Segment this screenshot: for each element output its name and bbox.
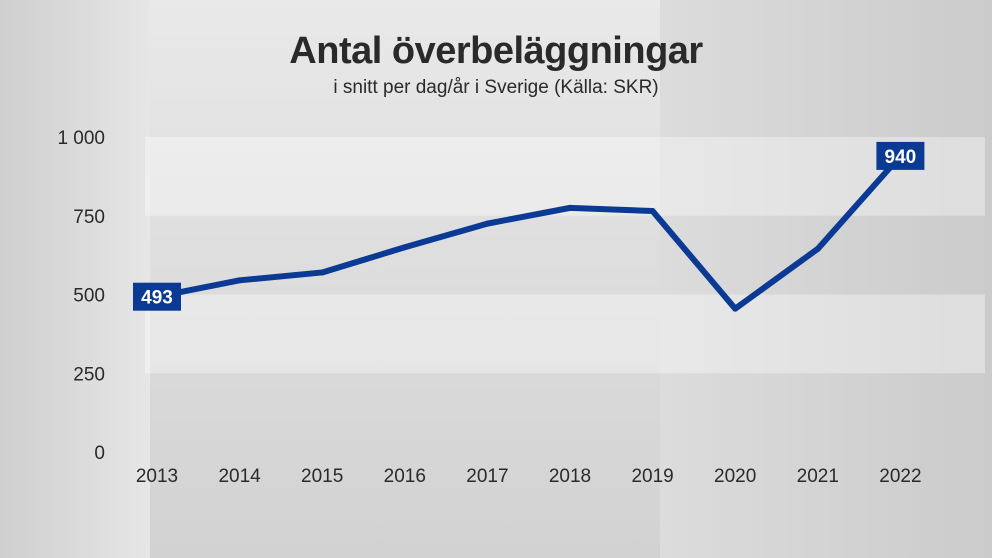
series-line — [154, 152, 904, 312]
y-tick-label: 250 — [73, 364, 105, 385]
data-label-box — [133, 282, 181, 311]
grid-band — [145, 137, 985, 216]
data-label: 493 — [141, 288, 173, 309]
data-point — [649, 208, 656, 215]
y-tick-label: 500 — [73, 286, 105, 307]
data-point — [484, 220, 491, 227]
x-tick-label: 2017 — [466, 466, 508, 487]
x-tick-label: 2019 — [631, 466, 673, 487]
data-point — [319, 269, 326, 276]
data-label-box — [876, 141, 925, 170]
chart-subtitle: i snitt per dag/år i Sverige (Källa: SKR… — [333, 77, 659, 98]
data-labels: 493 940 — [133, 141, 925, 311]
data-label: 940 — [885, 147, 917, 168]
y-tick-label: 1 000 — [57, 128, 105, 149]
x-tick-label: 2013 — [136, 466, 178, 487]
y-tick-label: 0 — [94, 443, 105, 464]
data-point — [814, 245, 821, 252]
data-point — [236, 277, 243, 284]
x-tick-label: 2020 — [714, 466, 756, 487]
x-tick-label: 2016 — [384, 466, 426, 487]
x-tick-label: 2022 — [879, 466, 921, 487]
x-tick-label: 2018 — [549, 466, 591, 487]
x-tick-label: 2014 — [218, 466, 261, 487]
grid-bands — [145, 137, 985, 374]
background-shading — [0, 0, 150, 558]
y-axis: 0 250 500 750 1 000 — [57, 128, 105, 464]
data-point — [401, 244, 408, 251]
x-tick-label: 2021 — [797, 466, 839, 487]
background-shading — [660, 0, 992, 558]
data-point — [732, 305, 739, 312]
chart-title: Antal överbeläggningar — [289, 30, 703, 72]
x-axis: 2013 2014 2015 2016 2017 2018 2019 2020 2021 2022 — [136, 466, 922, 487]
y-tick-label: 750 — [73, 207, 105, 228]
data-point — [567, 204, 573, 211]
grid-band — [145, 294, 985, 374]
x-tick-label: 2015 — [301, 466, 343, 487]
